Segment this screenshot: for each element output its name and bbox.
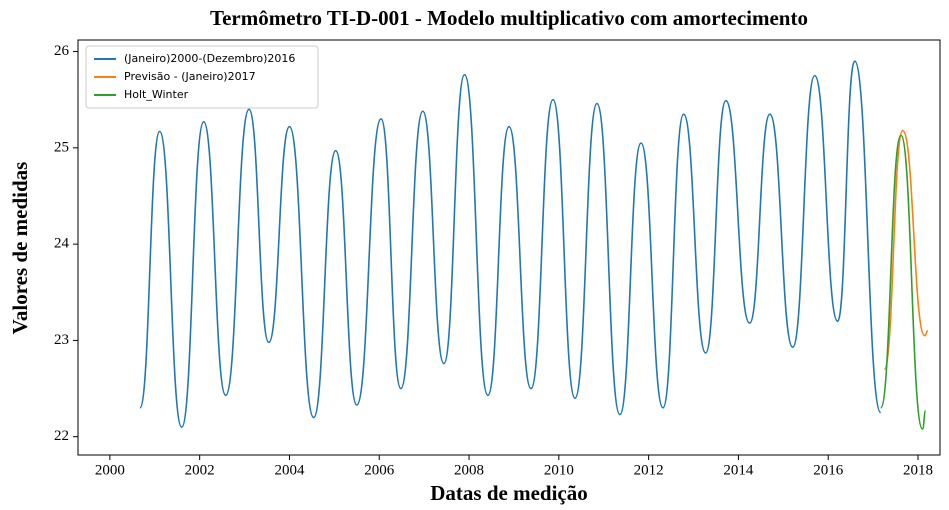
x-axis-label: Datas de medição	[430, 481, 587, 505]
x-tick-label: 2008	[454, 462, 484, 478]
y-tick-label: 26	[54, 43, 70, 59]
series-line	[879, 134, 927, 430]
plot-frame	[77, 39, 941, 456]
legend-box	[85, 45, 319, 109]
y-tick-label: 24	[54, 236, 70, 252]
x-tick-label: 2014	[723, 462, 754, 478]
x-tick-label: 2018	[903, 462, 933, 478]
y-tick-label: 25	[54, 139, 69, 155]
chart-title: Termômetro TI-D-001 - Modelo multiplicat…	[210, 6, 808, 30]
x-tick-label: 2016	[813, 462, 844, 478]
x-tick-label: 2004	[274, 462, 305, 478]
y-tick-label: 22	[54, 428, 69, 444]
x-tick-label: 2000	[95, 462, 125, 478]
x-tick-label: 2006	[364, 462, 395, 478]
legend-label: Holt_Winter	[124, 88, 189, 101]
x-tick-label: 2010	[544, 462, 574, 478]
legend-label: (Janeiro)2000-(Dezembro)2016	[124, 52, 295, 65]
y-tick-label: 23	[54, 332, 69, 348]
x-tick-label: 2012	[634, 462, 664, 478]
series-line	[883, 129, 929, 371]
legend-label: Previsão - (Janeiro)2017	[124, 70, 256, 83]
y-axis-label: Valores de medidas	[8, 162, 32, 335]
x-tick-label: 2002	[185, 462, 215, 478]
series-line	[139, 60, 882, 428]
